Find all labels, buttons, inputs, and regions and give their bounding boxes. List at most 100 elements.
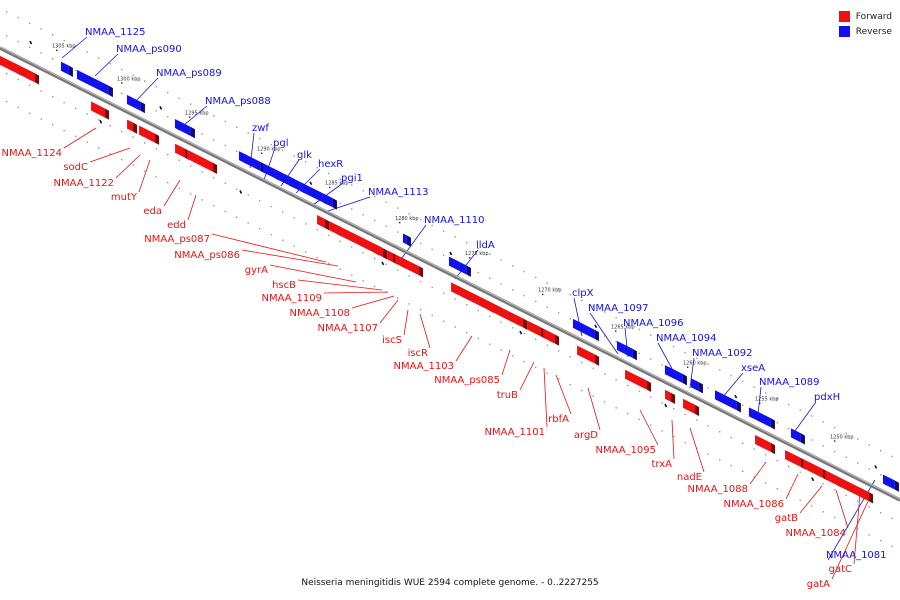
gene-side-face [647,380,652,392]
forward-gene-label: NMAA_1107 [317,323,378,334]
scale-dot [822,483,824,485]
backbone-highlight [0,46,900,500]
gene-side-face [771,443,776,455]
scale-dot [408,275,410,277]
scale-dot [581,299,583,302]
scale-dot [500,259,502,261]
scale-dot [523,270,525,273]
gene-front-face [375,244,384,258]
scale-dot [546,282,548,284]
scale-dot [6,101,8,103]
gene-side-face [213,162,218,175]
gene-side-face [105,108,110,120]
scale-dot [581,361,583,364]
forward-gene [665,389,676,405]
forward-gene [27,69,40,85]
forward-gene-label: NMAA_1124 [1,148,62,159]
scale-dot [466,332,468,334]
reverse-gene-label: pdxH [814,392,840,403]
scale-dot [742,442,744,444]
scale-dot [477,271,479,274]
scale-dot [753,476,755,478]
gene-side-face [869,492,874,504]
scale-dot [845,456,847,458]
scale-ticks: 1305 kbp 1300 kbp 1295 kbp 1290 kbp 1285 kbp… [29,40,878,482]
scale-dot [144,142,146,144]
scale-dot [213,139,215,141]
scale-dot [75,69,77,72]
scale-dot [891,545,893,548]
scale-dot [673,436,675,438]
scale-dot [144,80,146,82]
leader-line [241,249,339,267]
scale-dot [535,276,537,279]
forward-gene-label: eda [143,206,162,217]
leader-line [263,147,276,181]
gene-front-face [790,428,801,443]
leader-line [831,496,871,580]
gene-side-face [632,349,637,361]
scale-dot [247,194,249,196]
gene-front-face [262,163,275,179]
scale-dot [201,171,203,173]
scale-dot [109,63,111,65]
leader-line [138,159,151,193]
leader-line [379,299,399,324]
scale-dot [868,444,870,446]
scale-tick [189,116,191,118]
scale-dot [40,118,42,120]
gene-front-face [837,476,862,498]
reverse-gene-label: pgi1 [341,173,363,184]
scale-dot [201,133,203,135]
scale-dot [546,344,548,346]
scale-dot [63,39,65,42]
gene-front-face [317,215,326,229]
forward-gene [527,320,546,339]
legend-reverse-label: Reverse [855,26,892,37]
gene-front-face [451,282,490,311]
scale-dot [17,40,19,43]
scale-dot [339,202,341,204]
forward-gene [683,398,700,417]
scale-dot [121,158,123,161]
scale-dot [799,499,801,501]
scale-dots [6,11,893,548]
scale-dot [52,34,54,36]
scale-dot [834,426,836,429]
scale-dot [730,374,732,377]
scale-dot [305,251,307,253]
scale-dot [546,306,548,308]
strand-tick [29,40,33,45]
scale-dot [512,289,514,291]
scale-dot [86,113,88,115]
leader-line [94,53,119,77]
scale-dot [788,465,790,468]
scale-dot [765,454,767,456]
scale-dot [178,187,180,189]
strand-tick [449,251,453,256]
gene-front-face [139,125,156,143]
scale-dot [638,352,640,355]
scale-tick-label: 1255 kbp [755,397,779,403]
leader-line [323,291,389,294]
gene-front-face [572,318,595,339]
leader-line [312,182,344,206]
forward-gene [375,244,388,260]
forward-gene-label: argD [574,430,598,441]
gene-front-face [825,470,838,486]
scale-dot [397,207,399,209]
forward-gene-label: NMAA_1084 [785,528,846,539]
gene-front-face [60,61,69,75]
scale-dot [374,285,376,288]
scale-dot [374,195,376,198]
scale-dot [224,120,226,123]
scale-dot [661,430,663,432]
scale-dot [891,455,893,458]
forward-gene [861,488,874,504]
reverse-gene-label: NMAA_ps090 [116,44,182,55]
scale-dot [834,488,836,491]
scale-dot [558,288,560,290]
scale-dot [627,322,629,325]
scale-dot [190,193,192,195]
strand-tick [811,477,815,482]
